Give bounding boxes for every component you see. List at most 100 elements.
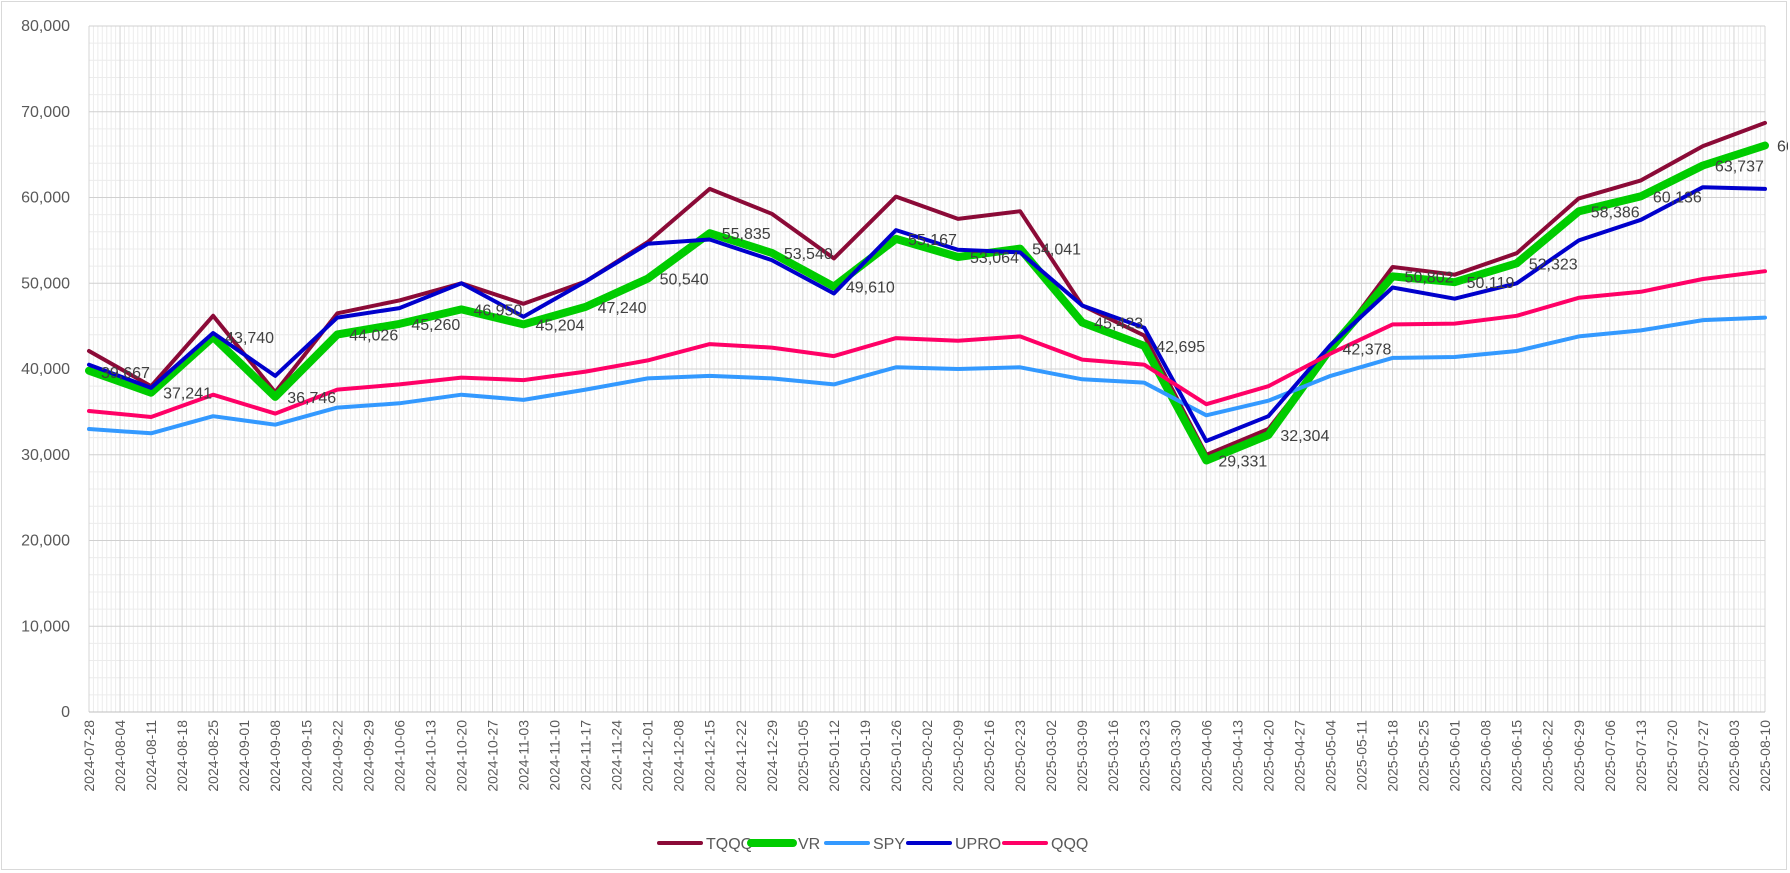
x-tick-label: 2024-12-22 (733, 720, 749, 792)
data-label: 42,378 (1342, 342, 1391, 359)
data-label: 46,950 (473, 302, 522, 319)
data-label: 39,667 (101, 365, 150, 382)
x-tick-label: 2024-09-29 (360, 720, 376, 792)
x-tick-label: 2025-03-16 (1105, 720, 1121, 792)
data-label: 43,740 (225, 330, 274, 347)
y-axis-ticks: 0 10,000 20,000 30,000 40,000 50,000 60,000 70,… (21, 18, 70, 721)
x-tick-label: 2025-05-18 (1385, 720, 1401, 792)
x-tick-label: 2025-02-09 (950, 720, 966, 792)
data-label: 55,167 (908, 232, 957, 249)
y-tick-label: 30,000 (21, 447, 70, 464)
data-label: 58,386 (1591, 204, 1640, 221)
grid (88, 25, 1766, 713)
y-tick-label: 80,000 (21, 18, 70, 35)
x-tick-label: 2025-07-06 (1602, 720, 1618, 792)
data-label: 45,260 (411, 317, 460, 334)
data-label: 32,304 (1280, 428, 1329, 445)
y-tick-label: 40,000 (21, 361, 70, 378)
x-tick-label: 2024-08-25 (205, 720, 221, 792)
series-line-qqq (87, 269, 1767, 419)
x-tick-label: 2025-06-08 (1478, 720, 1494, 792)
legend-label-qqq: QQQ (1051, 836, 1088, 853)
x-tick-label: 2025-04-13 (1229, 720, 1245, 792)
data-label: 45,423 (1094, 315, 1143, 332)
x-tick-label: 2024-10-20 (453, 720, 469, 792)
y-tick-label: 0 (61, 704, 70, 721)
x-tick-label: 2024-12-01 (640, 720, 656, 792)
data-label: 37,241 (163, 386, 212, 403)
series-line-upro (87, 185, 1767, 443)
data-label: 50,802 (1405, 269, 1454, 286)
x-tick-label: 2025-06-22 (1540, 720, 1556, 792)
x-tick-label: 2025-02-02 (919, 720, 935, 792)
x-tick-label: 2024-07-28 (81, 720, 97, 792)
x-tick-label: 2025-02-16 (981, 720, 997, 792)
x-tick-label: 2025-07-20 (1664, 720, 1680, 792)
y-tick-label: 20,000 (21, 533, 70, 550)
y-tick-label: 50,000 (21, 275, 70, 292)
data-label: 49,610 (846, 280, 895, 297)
x-tick-label: 2024-10-06 (391, 720, 407, 792)
x-tick-label: 2025-01-26 (888, 720, 904, 792)
x-tick-label: 2025-03-30 (1167, 720, 1183, 792)
x-tick-label: 2024-10-13 (422, 720, 438, 792)
x-tick-label: 2025-05-04 (1322, 720, 1338, 792)
x-tick-label: 2024-08-04 (112, 720, 128, 792)
data-label: 66,060 (1777, 139, 1788, 156)
x-tick-label: 2025-04-20 (1260, 720, 1276, 792)
data-label: 47,240 (598, 300, 647, 317)
x-tick-label: 2025-01-19 (857, 720, 873, 792)
x-tick-label: 2024-11-24 (609, 720, 625, 791)
x-tick-label: 2025-04-27 (1291, 720, 1307, 792)
x-tick-label: 2024-11-03 (516, 720, 532, 791)
legend-label-upro: UPRO (955, 836, 1001, 853)
data-label: 52,323 (1529, 256, 1578, 273)
legend-label-spy: SPY (873, 836, 905, 853)
x-tick-label: 2025-03-02 (1043, 720, 1059, 792)
data-labels: 39,667 37,241 43,740 36,746 44,026 45,260 46,9… (101, 139, 1788, 471)
x-tick-label: 2025-06-29 (1571, 720, 1587, 792)
data-label: 53,540 (784, 246, 833, 263)
series-lines (85, 120, 1769, 465)
x-tick-label: 2025-07-27 (1695, 720, 1711, 792)
data-label: 54,041 (1032, 242, 1081, 259)
x-tick-label: 2024-12-15 (702, 720, 718, 792)
x-tick-label: 2024-12-29 (764, 720, 780, 792)
x-tick-label: 2025-08-10 (1757, 720, 1773, 792)
x-tick-label: 2024-09-01 (236, 720, 252, 792)
series-line-tqqq (87, 120, 1767, 457)
x-tick-label: 2025-01-12 (826, 720, 842, 792)
series-line-spy (87, 315, 1767, 436)
x-tick-label: 2024-08-11 (143, 720, 159, 791)
x-tick-label: 2025-08-03 (1726, 720, 1742, 792)
data-label: 53,064 (970, 250, 1019, 267)
data-label: 50,119 (1467, 275, 1515, 292)
data-label: 55,835 (722, 226, 771, 243)
x-tick-label: 2024-08-18 (174, 720, 190, 792)
x-tick-label: 2025-01-05 (795, 720, 811, 792)
x-tick-label: 2025-03-09 (1074, 720, 1090, 792)
data-label: 29,331 (1218, 453, 1267, 470)
x-tick-label: 2025-06-01 (1447, 720, 1463, 792)
legend: TQQQ VR SPY UPRO QQQ (657, 836, 1088, 853)
data-label: 42,695 (1156, 339, 1205, 356)
x-tick-label: 2025-05-11 (1354, 720, 1370, 791)
x-tick-label: 2025-04-06 (1198, 720, 1214, 792)
data-label: 50,540 (660, 272, 709, 289)
x-tick-label: 2024-11-10 (547, 720, 563, 791)
y-tick-label: 10,000 (21, 618, 70, 635)
x-tick-label: 2025-06-15 (1509, 720, 1525, 792)
x-tick-label: 2025-03-23 (1136, 720, 1152, 792)
y-tick-label: 60,000 (21, 190, 70, 207)
x-tick-label: 2024-11-17 (578, 720, 594, 791)
y-tick-label: 70,000 (21, 104, 70, 121)
data-label: 44,026 (349, 327, 398, 344)
legend-label-tqqq: TQQQ (706, 836, 753, 853)
data-label: 45,204 (536, 317, 585, 334)
data-label: 36,746 (287, 390, 336, 407)
data-label: 60,136 (1653, 189, 1702, 206)
x-tick-label: 2024-09-22 (329, 720, 345, 792)
x-tick-label: 2024-09-08 (267, 720, 283, 792)
x-tick-label: 2025-05-25 (1416, 720, 1432, 792)
